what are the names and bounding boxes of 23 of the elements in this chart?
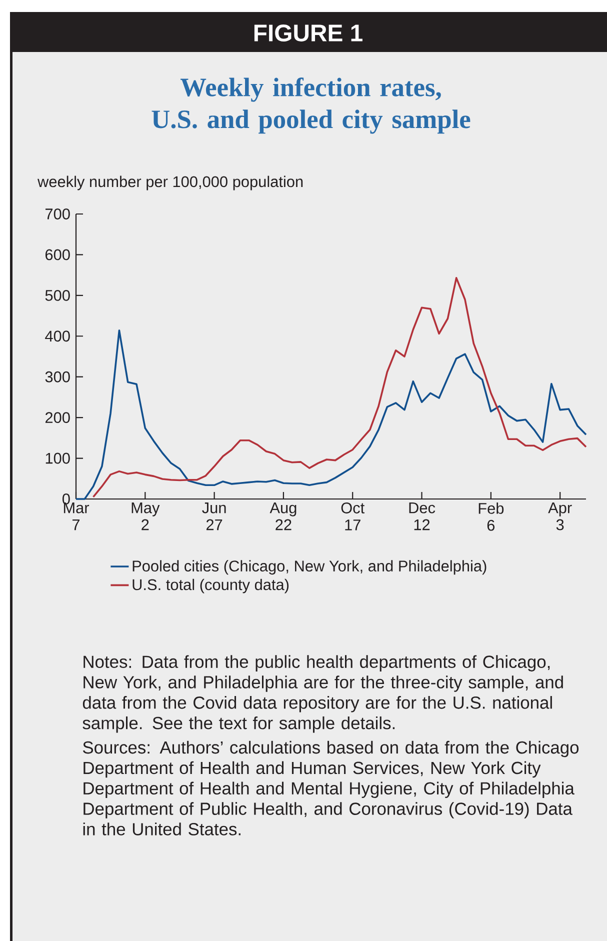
x-tick-label: Apr 3 <box>548 502 572 530</box>
y-tick-label: 100 <box>46 452 70 464</box>
x-tick-label: Jun 27 <box>202 502 226 530</box>
source-note: Sources: Authors’ calculations based on data from the Chicago Department of Health and Human Services, New York City Department of Health and Mental Hygiene, City of Philadelphia Department of Public Health, and Coronavirus (Covid-19) Data in the United States. <box>82 740 579 836</box>
y-tick-label: 200 <box>45 412 70 424</box>
x-tick-label: Oct 17 <box>341 502 365 530</box>
y-tick-label: 400 <box>45 330 70 342</box>
x-tick-label: Dec 12 <box>409 502 436 530</box>
text: Notes: Data from the public health departments of Chicago, New York, and Philadelphia are for the three-city sample, and data from the Covid data repository are for the U.S. national sample. See the text for sample details. <box>82 655 563 733</box>
x-tick-label: Aug 22 <box>270 502 296 530</box>
y-tick-label: 500 <box>45 290 70 301</box>
y-tick-label: 700 <box>46 208 70 220</box>
x-tick-label: Feb 6 <box>478 502 504 531</box>
y-tick-label: 300 <box>45 371 70 382</box>
y-axis-title: weekly number per 100,000 population <box>38 176 303 190</box>
line-series <box>92 277 587 498</box>
legend-label: Pooled cities (Chicago, New York, and Philadelphia) <box>132 560 486 575</box>
chart-title: Weekly infection rates, U.S. and pooled city sample <box>152 78 470 134</box>
y-tick-label: 600 <box>45 249 70 260</box>
legend-label: U.S. total (county data) <box>132 578 289 594</box>
x-tick-label: Mar 7 <box>64 502 90 530</box>
caption: FIGURE 1 <box>254 24 362 42</box>
x-tick-label: May 2 <box>132 502 160 530</box>
